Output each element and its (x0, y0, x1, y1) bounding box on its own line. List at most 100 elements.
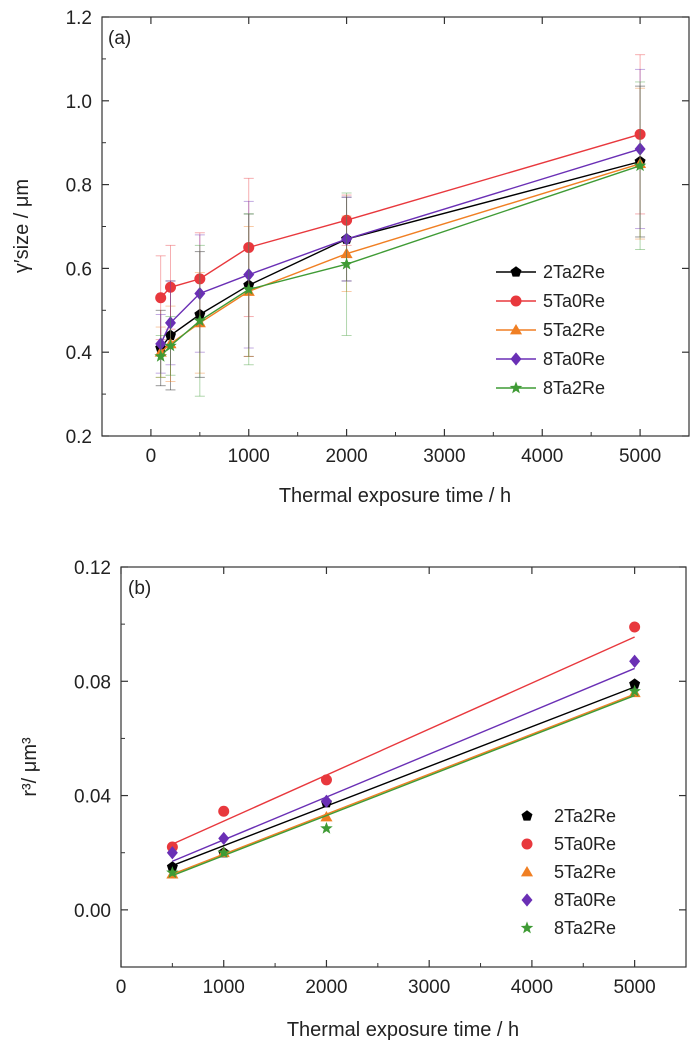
legend-marker (509, 323, 523, 335)
legend-item: 8Ta2Re (496, 378, 605, 398)
fit-line (172, 694, 635, 877)
legend-label: 5Ta2Re (543, 320, 605, 340)
data-point (243, 268, 255, 282)
x-tick-label: 0 (116, 977, 127, 998)
chart-panel-b: 0 1000 2000 3000 4000 5000 0.00 0.04 0.08 0.12 (b… (19, 558, 687, 1041)
data-point (166, 866, 179, 879)
y-tick-label: 0.4 (66, 343, 93, 364)
series-8Ta2Re (154, 81, 647, 397)
y-tick-label: 0.00 (74, 901, 111, 922)
chart-marks-a (154, 54, 647, 397)
data-point (154, 349, 167, 362)
legend-marker (520, 865, 534, 877)
legend-label: 8Ta0Re (554, 890, 616, 910)
data-point (320, 821, 333, 834)
data-point (194, 286, 206, 301)
legend-marker (510, 266, 522, 277)
data-point (633, 159, 647, 172)
series-8Ta0Re (166, 654, 641, 862)
data-point (634, 142, 646, 156)
legend-item: 2Ta2Re (521, 806, 616, 826)
plot-frame-b (120, 566, 687, 968)
legend-marker (521, 838, 533, 850)
legend-label: 5Ta2Re (554, 862, 616, 882)
x-tick-label: 5000 (619, 446, 661, 467)
data-point (629, 678, 641, 689)
legend-item: 5Ta2Re (496, 320, 605, 340)
panel-label-b: (b) (128, 578, 151, 599)
data-point (164, 281, 176, 293)
data-point (320, 794, 332, 808)
data-point (218, 805, 230, 817)
y-tick-label: 1.2 (66, 8, 92, 29)
axis-ticks-a: 0 1000 2000 3000 4000 5000 0.2 0.4 0.6 0.8 1.0 1.2 (66, 8, 689, 467)
legend-label: 2Ta2Re (554, 806, 616, 826)
x-tick-label: 2000 (305, 977, 347, 998)
legend-label: 2Ta2Re (543, 262, 605, 282)
y-tick-label: 1.0 (66, 92, 92, 113)
data-point (340, 247, 353, 259)
fit-line (172, 636, 635, 845)
legend-item: 5Ta0Re (496, 291, 605, 311)
x-tick-label: 2000 (325, 446, 367, 467)
axis-ticks-b: 0 1000 2000 3000 4000 5000 0.00 0.04 0.08 0.12 (74, 558, 686, 998)
data-point (155, 292, 167, 304)
legend-marker (510, 352, 522, 366)
y-tick-label: 0.6 (66, 259, 92, 280)
x-axis-title-a: Thermal exposure time / h (279, 485, 511, 507)
x-tick-label: 4000 (521, 446, 563, 467)
data-point (634, 128, 646, 140)
legend-marker (509, 381, 523, 394)
data-point (243, 241, 255, 253)
legend-item: 5Ta2Re (520, 862, 616, 882)
fit-line (172, 667, 635, 862)
y-tick-label: 0.08 (74, 672, 111, 693)
legend-marker (520, 921, 534, 934)
legend-marker (521, 893, 533, 907)
data-point (629, 654, 641, 668)
legend-b: 2Ta2Re 5Ta0Re 5Ta2Re 8Ta0Re 8Ta2Re (520, 806, 616, 938)
x-tick-label: 3000 (408, 977, 450, 998)
x-tick-label: 4000 (511, 977, 553, 998)
data-point (320, 774, 332, 786)
y-tick-label: 0.8 (66, 176, 92, 197)
legend-label: 8Ta2Re (543, 378, 605, 398)
series-5Ta0Re (155, 54, 646, 341)
data-point (164, 316, 176, 330)
data-point (166, 846, 178, 860)
data-point (194, 273, 206, 285)
fit-line (172, 686, 635, 867)
legend-item: 8Ta0Re (496, 349, 605, 369)
fit-line (172, 693, 635, 875)
series-8Ta2Re (166, 684, 641, 879)
data-point (218, 831, 230, 846)
data-point (155, 337, 167, 351)
legend-item: 8Ta2Re (520, 918, 616, 938)
legend-label: 8Ta0Re (543, 349, 605, 369)
data-point (164, 329, 176, 341)
y-tick-label: 0.12 (74, 558, 111, 579)
legend-label: 5Ta0Re (554, 834, 616, 854)
x-tick-label: 5000 (613, 977, 655, 998)
legend-item: 5Ta0Re (521, 834, 616, 854)
legend-item: 8Ta0Re (521, 890, 616, 910)
data-point (628, 684, 641, 697)
chart-panel-a: 0 1000 2000 3000 4000 50000.20.40.60.81.01.2 … (11, 8, 690, 507)
x-tick-label: 1000 (203, 977, 245, 998)
y-tick-label: 0.04 (74, 787, 111, 808)
y-axis-title-a: γ′size / μm (11, 179, 33, 273)
x-axis-title-b: Thermal exposure time / h (287, 1019, 519, 1041)
x-tick-label: 1000 (228, 446, 270, 467)
legend-label: 8Ta2Re (554, 918, 616, 938)
x-tick-label: 0 (146, 446, 157, 467)
data-point (242, 282, 256, 295)
y-axis-title-b: r³/ μm³ (19, 737, 41, 797)
series-5Ta0Re (166, 621, 641, 853)
legend-label: 5Ta0Re (543, 291, 605, 311)
panel-label-a: (a) (108, 28, 131, 49)
data-point (217, 846, 230, 859)
legend-marker (510, 295, 522, 307)
data-point (340, 257, 353, 270)
data-point (164, 339, 177, 352)
